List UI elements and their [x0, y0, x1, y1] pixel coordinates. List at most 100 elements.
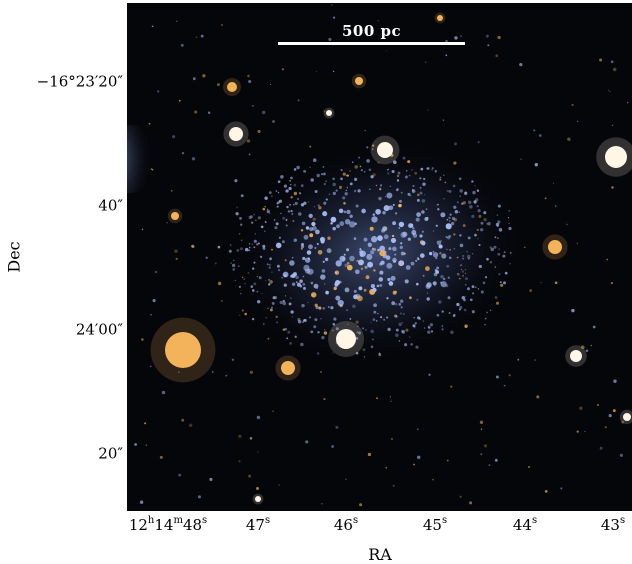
field-star	[377, 20, 380, 22]
field-star	[599, 446, 603, 450]
galaxy-star	[398, 221, 405, 228]
field-star	[332, 352, 334, 354]
field-star	[483, 444, 488, 448]
field-star	[497, 35, 501, 40]
galaxy-star	[344, 287, 350, 293]
galaxy-star	[269, 212, 271, 215]
galaxy-star	[486, 311, 489, 314]
galaxy-star	[445, 284, 449, 288]
field-star	[442, 119, 445, 121]
galaxy-star	[394, 302, 398, 306]
field-star	[385, 466, 387, 469]
galaxy-star	[390, 237, 397, 243]
galaxy-star	[412, 188, 414, 191]
galaxy-star	[364, 265, 368, 269]
galaxy-star	[306, 250, 312, 255]
galaxy-star	[489, 261, 493, 264]
x-tick-label-45s: 45s	[422, 515, 448, 534]
field-star	[486, 34, 489, 38]
galaxy-star	[394, 253, 397, 256]
galaxy-star	[421, 199, 426, 203]
bright-star	[227, 82, 237, 92]
field-star	[424, 61, 427, 63]
galaxy-star	[314, 246, 317, 250]
field-star	[144, 422, 147, 425]
bright-star	[281, 361, 295, 375]
field-star	[238, 460, 241, 463]
galaxy-star	[466, 250, 468, 253]
field-star	[453, 217, 458, 222]
field-star	[198, 495, 201, 499]
galaxy-star	[267, 283, 271, 286]
y-axis-label: Dec	[4, 241, 24, 273]
galaxy-star	[426, 167, 428, 170]
galaxy-star	[363, 356, 366, 358]
galaxy-star	[391, 301, 396, 306]
galaxy-star	[241, 276, 244, 279]
galaxy-star	[326, 248, 332, 254]
galaxy-star	[284, 295, 287, 297]
field-star	[439, 176, 442, 179]
field-star	[416, 455, 421, 460]
field-star	[519, 62, 523, 67]
galaxy-star	[305, 226, 310, 230]
x-tick-label-47s: 47s	[245, 515, 271, 534]
galaxy-star	[343, 210, 347, 214]
galaxy-star	[288, 302, 292, 306]
field-star	[256, 415, 261, 420]
galaxy-star	[276, 205, 279, 208]
field-star	[584, 431, 586, 433]
galaxy-star	[409, 336, 411, 338]
field-star	[472, 190, 476, 195]
y-tick-label-20s: 20″	[98, 444, 123, 463]
galaxy-star	[408, 174, 411, 177]
galaxy-star	[380, 316, 383, 319]
galaxy-star	[283, 184, 287, 188]
galaxy-star	[495, 222, 500, 227]
field-star	[328, 37, 332, 41]
galaxy-star	[317, 331, 320, 334]
field-star	[389, 396, 391, 398]
galaxy-star	[330, 306, 334, 310]
sky-image-panel: 500 pc	[127, 3, 632, 511]
scale-bar	[278, 42, 465, 45]
galaxy-star	[503, 251, 506, 254]
galaxy-star	[372, 173, 376, 177]
galaxy-star	[234, 279, 236, 282]
galaxy-star	[332, 177, 335, 181]
galaxy-star	[441, 328, 444, 331]
galaxy-star	[367, 242, 372, 247]
galaxy-star	[460, 268, 463, 271]
galaxy-star	[349, 214, 353, 218]
galaxy-star	[392, 203, 395, 206]
galaxy-star	[497, 237, 499, 239]
galaxy-star	[320, 274, 326, 280]
galaxy-star	[338, 208, 344, 214]
field-star	[220, 23, 223, 27]
field-star	[346, 174, 350, 177]
galaxy-star	[283, 274, 287, 278]
galaxy-star	[456, 302, 460, 307]
galaxy-star	[229, 244, 232, 246]
galaxy-star	[308, 244, 313, 250]
galaxy-star	[467, 287, 470, 291]
field-star	[331, 445, 334, 448]
field-star	[248, 79, 252, 84]
field-star	[275, 315, 278, 319]
field-star	[554, 281, 558, 285]
galaxy-star	[494, 266, 497, 268]
field-star	[364, 129, 366, 132]
field-star	[248, 153, 251, 156]
galaxy-star	[370, 329, 374, 334]
galaxy-star	[239, 217, 242, 220]
galaxy-star	[332, 329, 334, 332]
galaxy-star	[480, 290, 484, 294]
galaxy-star	[316, 242, 319, 246]
galaxy-star	[336, 224, 340, 229]
galaxy-star	[290, 176, 293, 180]
field-star	[494, 458, 498, 462]
galaxy-star	[431, 168, 433, 171]
galaxy-star	[322, 211, 328, 217]
field-star	[178, 473, 182, 477]
galaxy-star	[427, 330, 431, 334]
